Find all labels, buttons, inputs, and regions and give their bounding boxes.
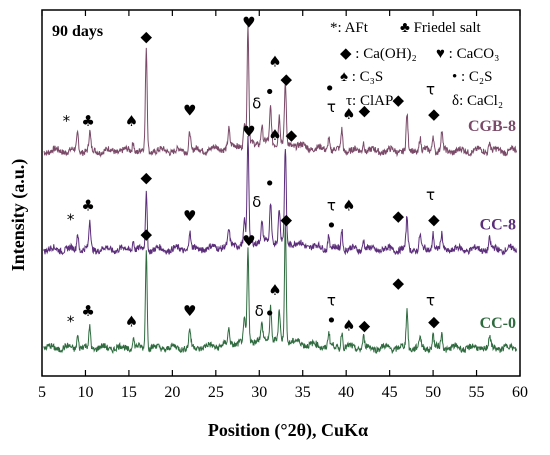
legend-c2s: • : C₂S	[452, 69, 493, 85]
legend-c3s: ♠ : C₃S	[340, 69, 383, 85]
peak-marker: τ	[327, 98, 336, 116]
legend-clap: τ: ClAP	[346, 93, 393, 109]
peak-marker: τ	[426, 80, 435, 98]
x-tick-label: 30	[251, 384, 267, 401]
peak-marker: ◆	[428, 313, 440, 331]
peak-marker: ◆	[393, 274, 405, 292]
chart-title: 90 days	[52, 23, 103, 40]
peak-marker: ◆	[280, 211, 292, 229]
peak-marker: ◆	[286, 126, 298, 144]
series-label-cgb-8: CGB-8	[468, 118, 516, 135]
series-line-cgb-8	[43, 25, 518, 158]
series-label-cc-0: CC-0	[480, 315, 516, 332]
x-tick-label: 35	[295, 384, 311, 401]
x-tick-label: 60	[512, 384, 528, 401]
peak-marker: ◆	[393, 207, 405, 225]
peak-marker: *	[67, 211, 75, 229]
series-label-cc-8: CC-8	[480, 217, 516, 234]
peak-marker: ◆	[359, 316, 371, 334]
peak-marker: τ	[426, 292, 435, 310]
series-line-cc-0	[43, 224, 518, 355]
x-tick-label: 25	[208, 384, 224, 401]
legend-friedel-salt: ♣ Friedel salt	[400, 20, 481, 36]
x-tick-label: 45	[382, 384, 398, 401]
legend-cacl2: δ: CaCl₂	[452, 93, 503, 109]
peak-marker: ◆	[141, 168, 153, 186]
y-axis-label: Intensity (a.u.)	[8, 159, 29, 272]
peak-marker: ◆	[359, 102, 371, 120]
peak-marker: ◆	[141, 28, 153, 46]
x-tick-label: 5	[38, 384, 46, 401]
peak-marker: ♣	[81, 112, 94, 130]
peak-marker: ♣	[81, 197, 94, 215]
peak-marker: δ	[252, 95, 261, 113]
peak-marker: δ	[252, 193, 261, 211]
peak-marker: ◆	[393, 91, 405, 109]
peak-marker: ♥	[183, 102, 196, 120]
peak-marker: •	[324, 78, 335, 99]
series-cc-8: CC-8	[43, 135, 518, 256]
peak-marker: *	[67, 313, 75, 331]
peak-marker: δ	[255, 302, 264, 320]
peak-marker: •	[326, 311, 337, 332]
peak-marker: ♣	[81, 302, 94, 320]
legend-caco3: ♥ : CaCO₃	[436, 46, 499, 62]
peak-marker: τ	[327, 292, 336, 310]
legend-aft: *: AFt	[330, 20, 369, 36]
x-tick-label: 55	[469, 384, 485, 401]
peak-marker: ◆	[428, 105, 440, 123]
peak-marker: ◆	[141, 225, 153, 243]
x-tick-label: 20	[164, 384, 180, 401]
peak-marker: ♥	[242, 232, 255, 250]
series-cgb-8: CGB-8	[43, 25, 518, 158]
peak-marker: ◆	[428, 211, 440, 229]
peak-marker: ♠	[125, 112, 138, 130]
x-tick-label: 50	[425, 384, 441, 401]
series-line-cc-8	[43, 135, 518, 256]
peak-marker: •	[264, 173, 275, 194]
series-cc-0: CC-0	[43, 224, 518, 355]
x-tick-label: 15	[121, 384, 137, 401]
peak-marker: τ	[426, 186, 435, 204]
peak-marker: ♠	[268, 281, 281, 299]
x-tick-label: 10	[77, 384, 93, 401]
peak-marker: ♠	[342, 316, 355, 334]
legend-caoh2: ◆ : Ca(OH)₂	[340, 46, 417, 62]
peak-marker: •	[326, 216, 337, 237]
peak-marker: ♠	[125, 313, 138, 331]
plot-frame	[41, 9, 521, 377]
peak-marker: •	[264, 82, 275, 103]
peak-marker: ◆	[280, 70, 292, 88]
peak-marker: ♥	[242, 123, 255, 141]
peak-marker: •	[264, 304, 275, 325]
peak-marker: ♠	[342, 197, 355, 215]
x-tick-label: 40	[338, 384, 354, 401]
peak-marker: ♥	[183, 207, 196, 225]
peak-marker: ♠	[268, 52, 281, 70]
peak-marker: *	[63, 112, 71, 130]
peak-marker: ♥	[183, 302, 196, 320]
peak-marker: τ	[327, 197, 336, 215]
peak-marker: ♥	[242, 14, 255, 32]
peak-marker: ♠	[342, 105, 355, 123]
x-axis-label: Position (°2θ), CuKα	[208, 420, 368, 441]
peak-legend-key: *: AFt ♣ Friedel salt ◆ : Ca(OH)₂ ♥ : Ca…	[330, 20, 503, 109]
peak-marker: ♠	[268, 126, 281, 144]
